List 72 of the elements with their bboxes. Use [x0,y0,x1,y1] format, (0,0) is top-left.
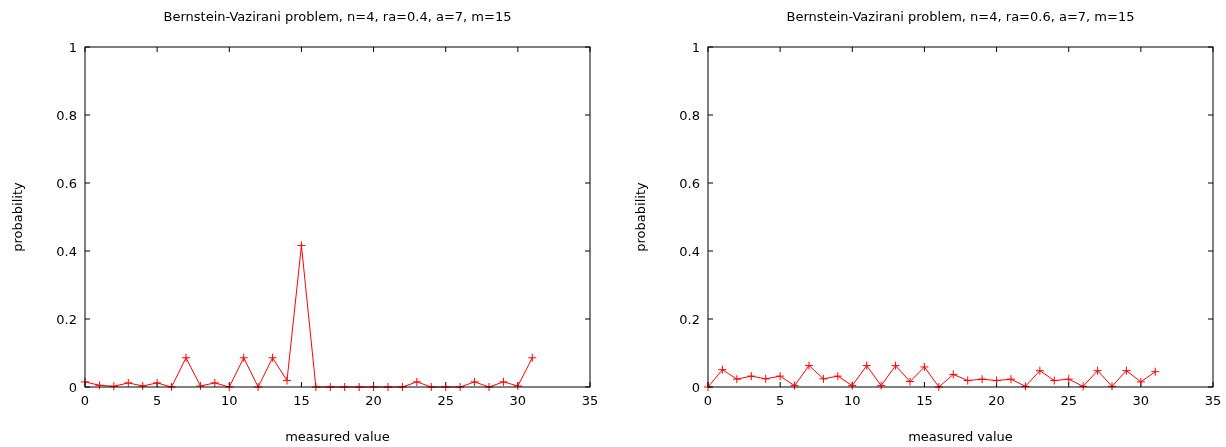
y-tick-label: 0.4 [56,244,77,259]
point [513,381,523,391]
y-tick-label: 0.2 [56,312,77,327]
point [181,353,191,363]
point [977,374,987,384]
x-tick-label: 0 [703,393,713,408]
y-tick-label: 0.4 [679,244,700,259]
y-tick-label: 0.6 [56,176,77,191]
chart-title: Bernstein-Vazirani problem, n=4, ra=0.4, a=7, m=15 [163,9,512,24]
point [717,365,727,375]
point [1035,366,1045,376]
x-tick-label: 10 [221,393,238,408]
y-tick-label: 1 [68,40,77,55]
point [210,378,220,388]
x-tick-label: 15 [916,393,933,408]
y-tick-label: 0.2 [679,312,700,327]
point [152,378,162,388]
point [891,361,901,371]
point [876,381,886,391]
x-tick-label: 35 [1204,393,1222,408]
point [268,353,278,363]
x-tick-label: 5 [776,393,785,408]
y-tick-label: 0 [691,380,700,395]
y-axis-title: probability [633,182,648,252]
point [1093,366,1103,376]
point [746,371,756,381]
point [1136,377,1146,387]
x-tick-label: 0 [80,393,90,408]
x-axis-title: measured value [908,429,1013,444]
x-axis-title: measured value [285,429,390,444]
point [1150,367,1160,377]
point [963,376,973,386]
x-tick-label: 15 [293,393,310,408]
y-tick-label: 0.8 [679,108,700,123]
y-axis-title: probability [10,182,25,252]
x-tick-label: 10 [844,393,861,408]
point [948,369,958,379]
x-tick-label: 20 [365,393,382,408]
point [296,241,306,251]
point [239,353,249,363]
point [282,376,292,386]
point [1064,374,1074,384]
point [775,371,785,381]
point [470,377,480,387]
point [498,377,508,387]
x-tick-label: 25 [1060,393,1077,408]
x-tick-label: 5 [153,393,162,408]
y-tick-label: 0 [68,380,77,395]
point [123,378,133,388]
y-tick-label: 0.6 [679,176,700,191]
y-tick-label: 1 [691,40,700,55]
y-tick-label: 0.8 [56,108,77,123]
point [1121,366,1131,376]
x-tick-label: 30 [509,393,527,408]
point [732,374,742,384]
chart-title: Bernstein-Vazirani problem, n=4, ra=0.6, a=7, m=15 [786,9,1135,24]
point [992,376,1002,386]
point [818,374,828,384]
point [1006,374,1016,384]
point [761,374,771,384]
x-tick-label: 35 [581,393,599,408]
point [833,371,843,381]
point [1049,376,1059,386]
point [919,362,929,372]
x-tick-label: 25 [437,393,454,408]
point [804,361,814,371]
point [412,377,422,387]
point [862,361,872,371]
x-tick-label: 30 [1132,393,1150,408]
point [905,377,915,387]
x-tick-label: 20 [988,393,1005,408]
point [527,353,537,363]
